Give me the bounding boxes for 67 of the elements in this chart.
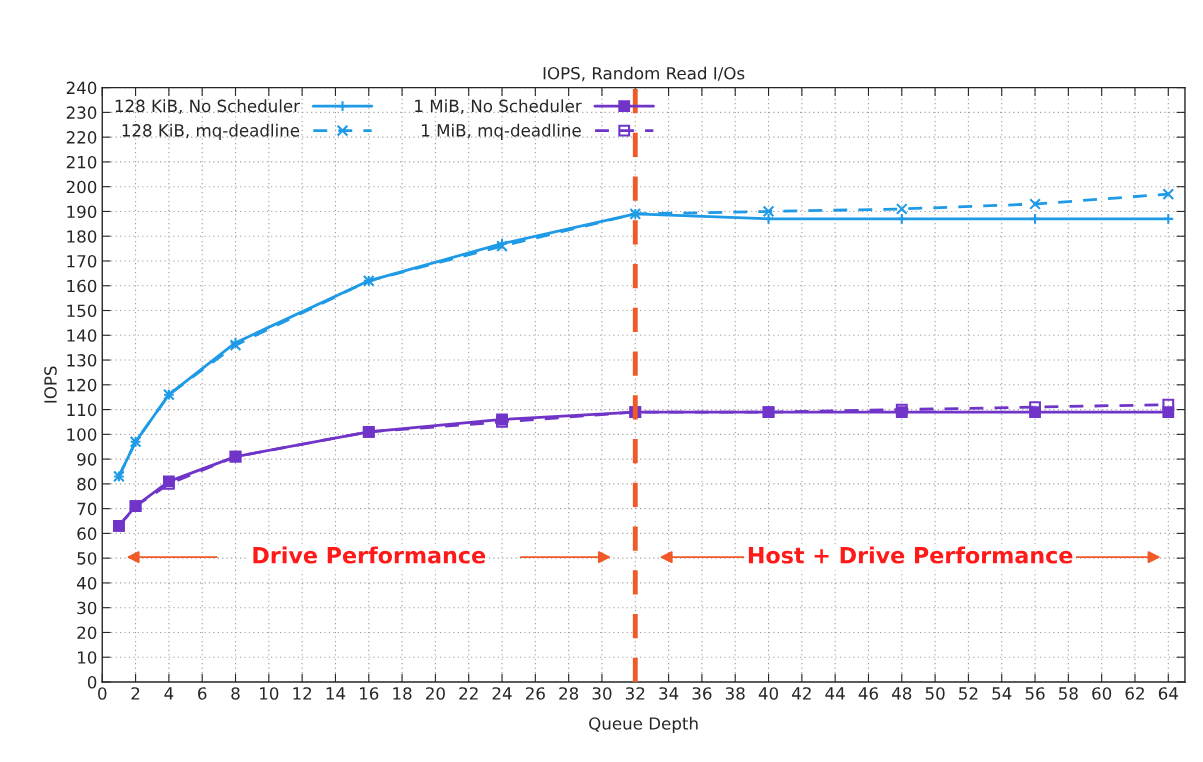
y-tick-label: 130: [67, 354, 97, 367]
y-tick-label: 180: [67, 230, 97, 243]
y-tick-label: 60: [77, 527, 97, 540]
y-tick-label: 80: [77, 477, 97, 491]
x-tick-label: 0: [98, 687, 107, 700]
x-tick-label: 54: [992, 687, 1012, 700]
y-tick-label: 30: [77, 601, 97, 615]
x-tick-label: 22: [459, 687, 478, 700]
x-tick-label: 10: [260, 687, 279, 700]
y-tick-label: 40: [77, 576, 97, 590]
y-tick-label: 160: [67, 279, 97, 293]
annotation: Drive Performance: [253, 546, 486, 564]
x-tick-label: 8: [231, 687, 240, 700]
y-tick-label: 20: [77, 626, 97, 640]
y-tick-label: 170: [67, 254, 97, 268]
x-tick-label: 56: [1025, 687, 1045, 700]
y-tick-label: 120: [67, 378, 97, 392]
y-tick-label: 100: [67, 428, 97, 441]
x-tick-label: 38: [725, 687, 745, 700]
y-tick-label: 150: [67, 304, 97, 318]
y-tick-label: 110: [67, 403, 97, 417]
y-tick-label: 190: [67, 205, 97, 219]
x-tick-label: 30: [592, 687, 612, 700]
x-tick-label: 14: [326, 687, 346, 700]
annotation: Host + Drive Performance: [748, 546, 1073, 564]
x-tick-label: 64: [1158, 687, 1178, 700]
x-tick-label: 52: [959, 687, 978, 700]
x-tick-label: 62: [1125, 687, 1144, 700]
x-tick-label: 24: [492, 687, 512, 700]
y-tick-label: 200: [66, 180, 97, 194]
x-tick-label: 36: [692, 687, 712, 700]
x-tick-label: 34: [659, 687, 679, 700]
x-tick-label: 50: [925, 687, 945, 700]
x-tick-label: 58: [1059, 687, 1078, 700]
x-tick-label: 40: [758, 687, 779, 700]
legend-label: 1 MiB, mq-deadline: [422, 123, 581, 140]
x-tick-label: 4: [164, 687, 174, 700]
y-axis-title: IOPS: [44, 366, 57, 403]
y-tick-label: 140: [67, 329, 97, 342]
x-tick-label: 28: [559, 687, 579, 700]
y-tick-label: 240: [66, 81, 97, 95]
x-tick-label: 46: [858, 687, 879, 700]
x-axis-title: Queue Depth: [589, 716, 698, 733]
x-tick-label: 6: [198, 687, 207, 700]
y-tick-label: 210: [66, 155, 97, 169]
x-tick-label: 26: [525, 687, 545, 700]
legend-label: 128 KiB, No Scheduler: [115, 99, 301, 114]
y-tick-label: 220: [66, 131, 97, 144]
x-tick-label: 20: [426, 687, 445, 700]
x-tick-label: 16: [359, 687, 379, 700]
x-tick-label: 18: [393, 687, 412, 700]
y-tick-label: 10: [78, 651, 97, 664]
x-tick-label: 32: [625, 687, 645, 700]
y-tick-label: 230: [66, 106, 97, 119]
x-tick-label: 12: [293, 687, 312, 700]
legend-label: 128 KiB, mq-deadline: [122, 123, 300, 140]
y-tick-label: 50: [77, 552, 97, 565]
y-tick-label: 0: [87, 675, 97, 689]
y-tick-label: 90: [77, 453, 97, 466]
x-tick-label: 44: [825, 687, 845, 700]
chart-title: IOPS, Random Read I/Os: [543, 66, 745, 82]
x-tick-label: 48: [892, 687, 912, 700]
y-tick-label: 70: [77, 502, 97, 516]
x-tick-label: 2: [131, 687, 140, 700]
x-tick-label: 42: [792, 687, 811, 700]
x-tick-label: 60: [1092, 687, 1112, 700]
legend-label: 1 MiB, No Scheduler: [415, 99, 582, 114]
